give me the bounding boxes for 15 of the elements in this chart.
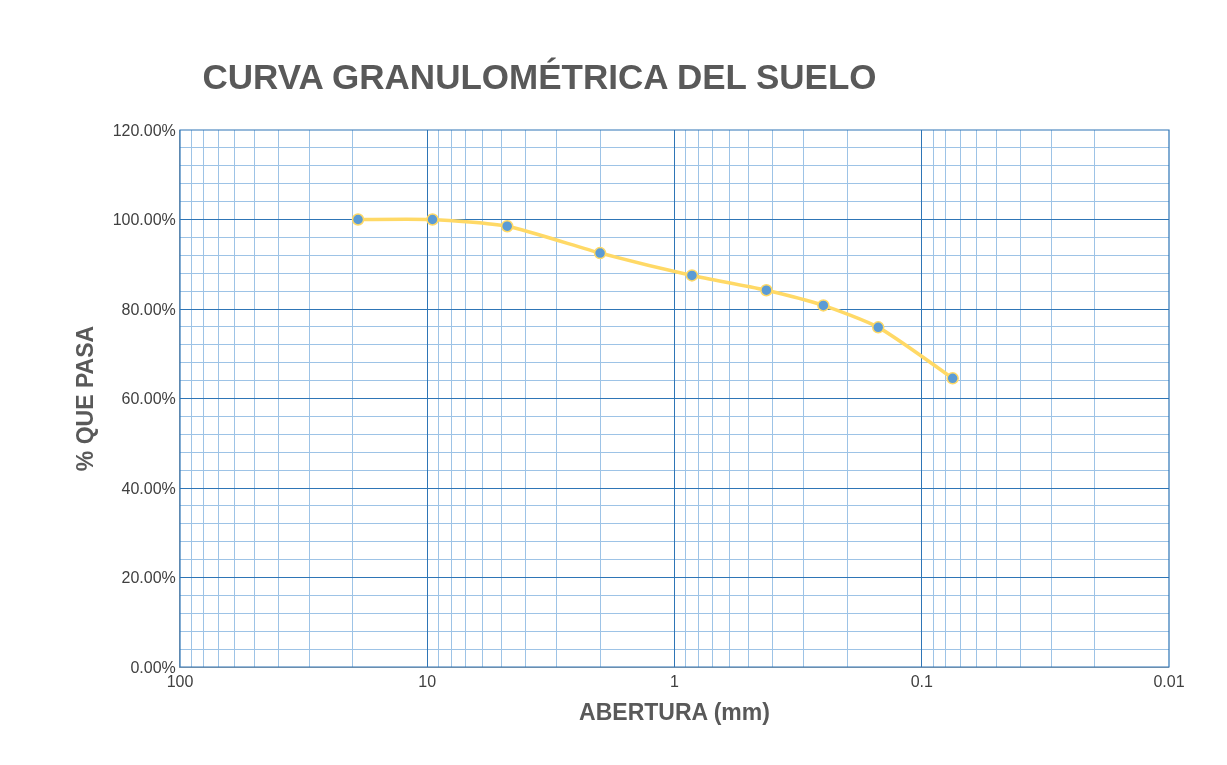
y-tick-label: 20.00% (121, 569, 176, 587)
x-axis-title: ABERTURA (mm) (579, 698, 770, 725)
x-tick-label: 0.1 (910, 673, 933, 691)
y-tick-label: 120.00% (112, 121, 176, 139)
chart-title: CURVA GRANULOMÉTRICA DEL SUELO (202, 56, 877, 96)
y-tick-label: 60.00% (121, 390, 176, 408)
x-tick-label: 100 (166, 673, 194, 691)
y-tick-label: 0.00% (130, 658, 176, 676)
y-axis-title: % QUE PASA (72, 325, 99, 472)
y-tick-label: 100.00% (112, 211, 176, 229)
x-tick-label: 1 (670, 673, 680, 691)
x-tick-label: 0.01 (1153, 673, 1185, 691)
x-tick-label: 10 (418, 673, 437, 691)
y-tick-label: 80.00% (121, 300, 176, 318)
y-tick-label: 40.00% (121, 479, 176, 497)
